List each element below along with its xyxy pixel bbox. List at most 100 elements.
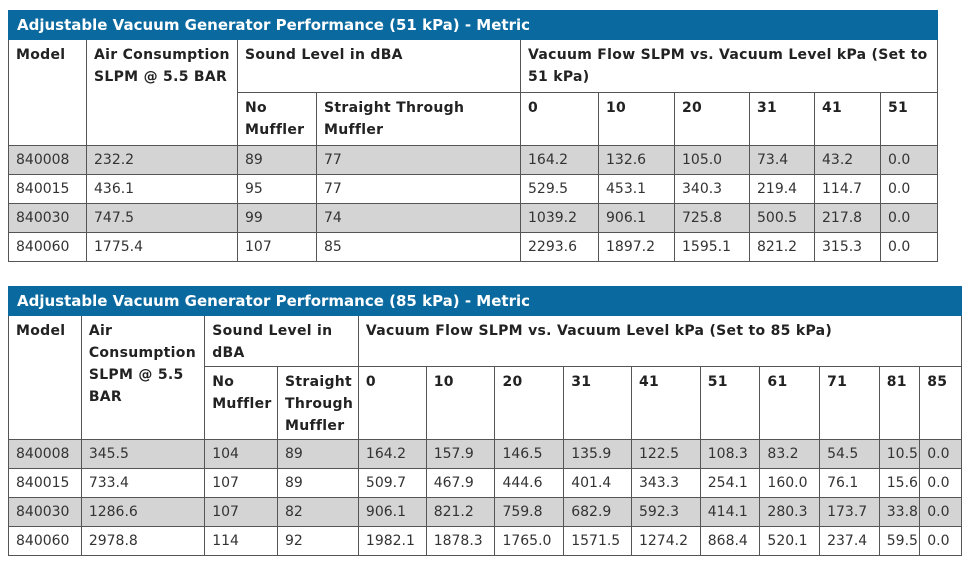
vacuum-flow-cell: 340.3: [674, 174, 750, 204]
table-title: Adjustable Vacuum Generator Performance …: [7, 10, 939, 40]
vacuum-flow-cell: 2293.6: [520, 232, 599, 262]
vacuum-flow-cell: 453.1: [598, 174, 675, 204]
straight-muffler-cell: 77: [316, 174, 521, 204]
vacuum-flow-cell: 0.0: [919, 439, 962, 469]
air-consumption-cell: 1286.6: [80, 497, 206, 527]
vacuum-flow-cell: 401.4: [563, 468, 632, 498]
vacuum-flow-cell: 467.9: [425, 468, 496, 498]
vacuum-flow-cell: 759.8: [494, 497, 565, 527]
header-air-consumption: Air Consumption SLPM @ 5.5 BAR: [86, 39, 238, 146]
header-level: 85: [919, 366, 962, 440]
vacuum-flow-cell: 114.7: [814, 174, 881, 204]
vacuum-flow-cell: 500.5: [749, 203, 815, 233]
vacuum-flow-cell: 0.0: [879, 203, 939, 233]
table-title: Adjustable Vacuum Generator Performance …: [8, 286, 962, 316]
vacuum-flow-cell: 43.2: [814, 145, 881, 175]
performance-table-51kpa: Adjustable Vacuum Generator Performance …: [7, 10, 939, 262]
table-row: 840008 232.2 89 77 164.2 132.6 105.0 73.4 43.2 0.…: [8, 145, 939, 175]
no-muffler-cell: 107: [204, 468, 279, 498]
header-sound-level: Sound Level in dBA: [204, 315, 359, 367]
table-row: 840030 1286.6 107 82 906.1 821.2 759.8 682.9 592…: [8, 497, 962, 527]
vacuum-flow-cell: 0.0: [919, 468, 962, 498]
vacuum-flow-cell: 682.9: [563, 497, 632, 527]
vacuum-flow-cell: 76.1: [819, 468, 880, 498]
vacuum-flow-cell: 280.3: [759, 497, 821, 527]
air-consumption-cell: 747.5: [86, 203, 238, 233]
vacuum-flow-cell: 315.3: [814, 232, 881, 262]
vacuum-flow-cell: 135.9: [563, 439, 632, 469]
vacuum-flow-cell: 59.5: [878, 526, 921, 556]
vacuum-flow-cell: 1039.2: [520, 203, 599, 233]
no-muffler-cell: 107: [237, 232, 317, 262]
header-level: 41: [630, 366, 701, 440]
vacuum-flow-cell: 343.3: [630, 468, 701, 498]
no-muffler-cell: 107: [204, 497, 279, 527]
table-row: 840060 2978.8 114 92 1982.1 1878.3 1765.0 1571.…: [8, 526, 962, 556]
vacuum-flow-cell: 122.5: [630, 439, 701, 469]
air-consumption-cell: 436.1: [86, 174, 238, 204]
straight-muffler-cell: 89: [277, 468, 359, 498]
vacuum-flow-cell: 592.3: [630, 497, 701, 527]
vacuum-flow-cell: 157.9: [425, 439, 496, 469]
vacuum-flow-cell: 105.0: [674, 145, 750, 175]
vacuum-flow-cell: 164.2: [520, 145, 599, 175]
no-muffler-cell: 89: [237, 145, 317, 175]
performance-table-85kpa: Adjustable Vacuum Generator Performance …: [8, 286, 963, 556]
vacuum-flow-cell: 0.0: [919, 526, 962, 556]
vacuum-flow-cell: 821.2: [749, 232, 815, 262]
table-row: 840015 733.4 107 89 509.7 467.9 444.6 401.4 343.…: [8, 468, 962, 498]
vacuum-flow-cell: 444.6: [494, 468, 565, 498]
vacuum-flow-cell: 237.4: [819, 526, 880, 556]
header-model: Model: [8, 39, 87, 146]
straight-muffler-cell: 82: [277, 497, 359, 527]
header-level: 31: [563, 366, 632, 440]
vacuum-flow-cell: 1274.2: [630, 526, 701, 556]
table-row: 840060 1775.4 107 85 2293.6 1897.2 1595.1 821.2…: [8, 232, 939, 262]
header-air-consumption: Air Consumption SLPM @ 5.5 BAR: [80, 315, 206, 440]
vacuum-flow-cell: 15.6: [878, 468, 921, 498]
air-consumption-cell: 232.2: [86, 145, 238, 175]
air-consumption-cell: 1775.4: [86, 232, 238, 262]
model-cell: 840008: [8, 439, 82, 469]
vacuum-flow-cell: 173.7: [819, 497, 880, 527]
vacuum-flow-cell: 0.0: [879, 174, 939, 204]
header-straight-muffler: Straight Through Muffler: [277, 366, 359, 440]
vacuum-flow-cell: 219.4: [749, 174, 815, 204]
header-sound-level: Sound Level in dBA: [237, 39, 521, 93]
air-consumption-cell: 733.4: [80, 468, 206, 498]
header-level: 20: [674, 92, 750, 146]
vacuum-flow-cell: 1571.5: [563, 526, 632, 556]
header-vacuum-flow: Vacuum Flow SLPM vs. Vacuum Level kPa (S…: [357, 315, 963, 367]
header-model: Model: [8, 315, 82, 440]
header-level: 51: [699, 366, 761, 440]
straight-muffler-cell: 77: [316, 145, 521, 175]
header-vacuum-flow: Vacuum Flow SLPM vs. Vacuum Level kPa (S…: [519, 39, 939, 93]
vacuum-flow-cell: 1982.1: [357, 526, 427, 556]
table-row: 840015 436.1 95 77 529.5 453.1 340.3 219.4 114.7…: [8, 174, 939, 204]
vacuum-flow-cell: 164.2: [357, 439, 427, 469]
vacuum-flow-cell: 83.2: [759, 439, 821, 469]
straight-muffler-cell: 89: [277, 439, 359, 469]
vacuum-flow-cell: 821.2: [425, 497, 496, 527]
header-level: 61: [759, 366, 821, 440]
header-level: 81: [878, 366, 921, 440]
model-cell: 840015: [8, 174, 87, 204]
vacuum-flow-cell: 10.5: [878, 439, 921, 469]
vacuum-flow-cell: 414.1: [699, 497, 761, 527]
vacuum-flow-cell: 160.0: [759, 468, 821, 498]
header-level: 10: [598, 92, 675, 146]
vacuum-flow-cell: 54.5: [819, 439, 880, 469]
straight-muffler-cell: 92: [277, 526, 359, 556]
vacuum-flow-cell: 725.8: [674, 203, 750, 233]
vacuum-flow-cell: 217.8: [814, 203, 881, 233]
no-muffler-cell: 99: [237, 203, 317, 233]
header-no-muffler: No Muffler: [237, 92, 317, 146]
vacuum-flow-cell: 906.1: [598, 203, 675, 233]
header-straight-muffler: Straight Through Muffler: [316, 92, 521, 146]
vacuum-flow-cell: 906.1: [357, 497, 427, 527]
header-level: 0: [357, 366, 427, 440]
no-muffler-cell: 95: [237, 174, 317, 204]
header-level: 51: [879, 92, 939, 146]
air-consumption-cell: 345.5: [80, 439, 206, 469]
model-cell: 840015: [8, 468, 82, 498]
